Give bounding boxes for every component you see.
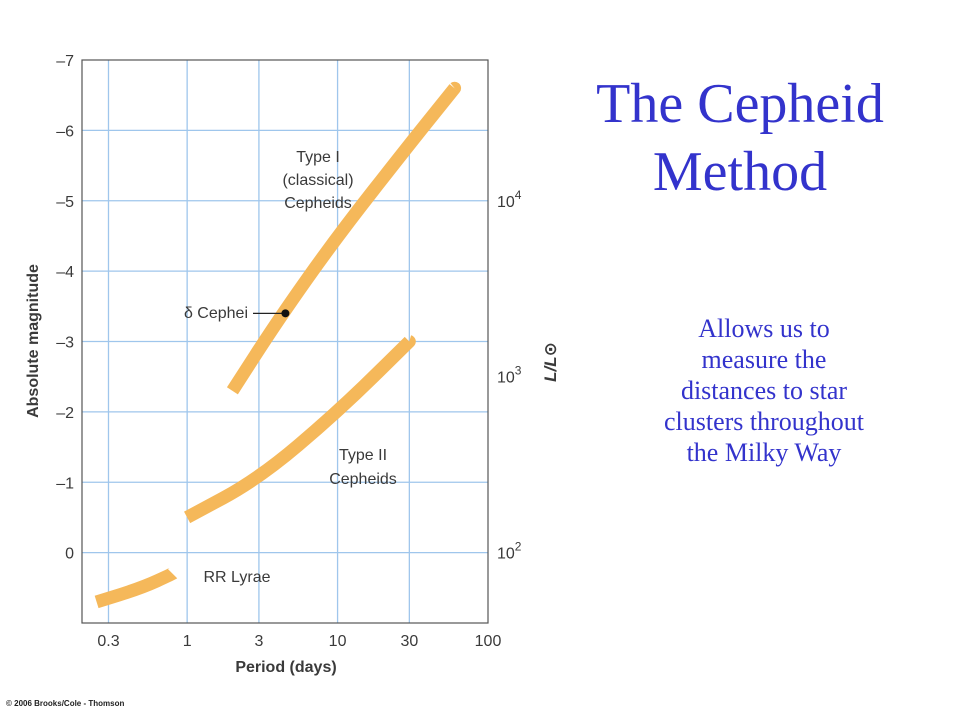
rr-lyrae-band — [94, 567, 178, 609]
body-line5: the Milky Way — [686, 438, 842, 467]
x-tick-label: 30 — [400, 633, 418, 650]
x-tick-label: 10 — [329, 633, 347, 650]
y-tick-label: –7 — [56, 53, 74, 70]
x-tick-label: 100 — [475, 633, 502, 650]
x-axis-label: Period (days) — [235, 659, 336, 676]
y-tick-label: –3 — [56, 335, 74, 352]
body-line2: measure the — [701, 345, 827, 374]
chart-grid — [82, 60, 488, 623]
delta-cephei-marker: δ Cephei — [184, 305, 290, 322]
type1-cepheid-band — [226, 81, 462, 395]
type2-cepheid-band — [184, 335, 416, 524]
x-tick-label: 0.3 — [97, 633, 119, 650]
type2-label-line1: Type II — [339, 447, 387, 464]
rr-lyrae-label: RR Lyrae — [204, 569, 271, 586]
x-tick-label: 3 — [254, 633, 263, 650]
type1-label-line3: Cepheids — [284, 195, 352, 212]
delta-cephei-label: δ Cephei — [184, 305, 248, 322]
y-tick-label: –2 — [56, 405, 74, 422]
slide-title-line2: Method — [652, 141, 828, 203]
slide-title-line1: The Cepheid — [596, 73, 884, 135]
copyright-notice: © 2006 Brooks/Cole - Thomson — [6, 699, 125, 708]
slide-title: The Cepheid Method — [560, 70, 920, 206]
y-tick-label: –6 — [56, 123, 74, 140]
plot-frame — [81, 59, 489, 624]
chart-annotations: Type I (classical) Cepheids Type II Ceph… — [204, 149, 397, 586]
body-line3: distances to star — [680, 376, 848, 405]
y-tick-label: –1 — [56, 475, 74, 492]
x-tick-label: 1 — [183, 633, 192, 650]
y2-tick-label: 102 — [497, 540, 522, 563]
delta-cephei-point — [281, 309, 290, 318]
y-tick-label: 0 — [65, 546, 74, 563]
body-line1: Allows us to — [698, 314, 830, 343]
type1-label-line1: Type I — [296, 149, 340, 166]
axis-ticks: 0.3 1 3 10 30 100 0 –1 –2 –3 –4 –5 –6 –7 102 103 104 — [56, 53, 522, 650]
y-tick-label: –5 — [56, 194, 74, 211]
y2-tick-label: 103 — [497, 364, 522, 387]
y2-axis-label: L/L⊙ — [541, 342, 560, 382]
y2-tick-label: 104 — [497, 188, 522, 211]
y-tick-label: –4 — [56, 264, 74, 281]
slide-body-text: Allows us to measure the distances to st… — [630, 313, 898, 468]
type1-label-line2: (classical) — [282, 172, 353, 189]
body-line4: clusters throughout — [663, 407, 865, 436]
chart-bands — [94, 81, 462, 609]
y-axis-label: Absolute magnitude — [25, 264, 42, 418]
type2-label-line2: Cepheids — [329, 471, 397, 488]
